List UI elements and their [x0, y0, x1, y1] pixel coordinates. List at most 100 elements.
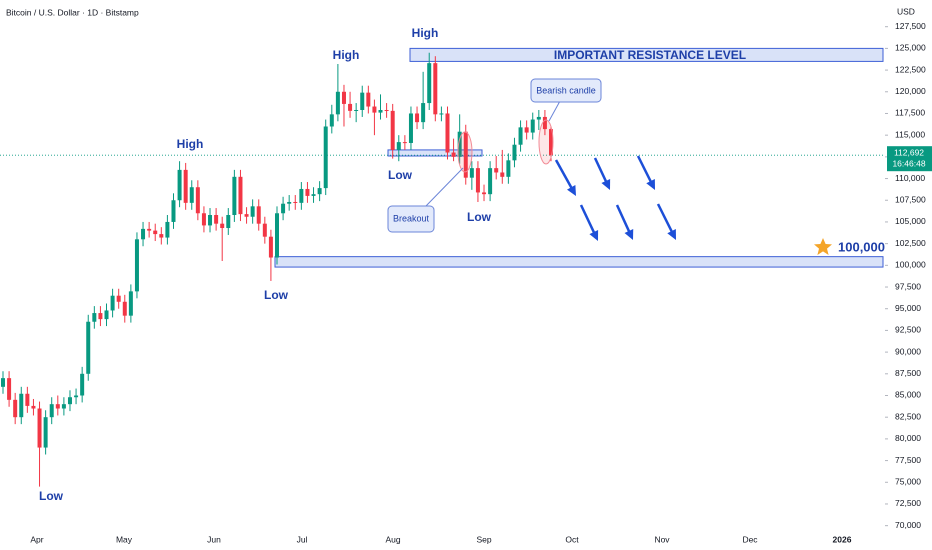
candle-body — [281, 203, 286, 214]
candle-body — [275, 213, 279, 258]
candle-body — [55, 404, 60, 409]
candle-body — [159, 234, 164, 238]
arrow-head — [646, 179, 655, 190]
annotation: Low — [264, 288, 289, 302]
x-tick-label: Nov — [654, 534, 670, 544]
y-tick-label: 100,000 — [895, 260, 926, 270]
candle-body — [208, 215, 213, 226]
candle-body — [396, 142, 401, 150]
candle-body — [171, 200, 176, 222]
annotation: Bearish candle — [536, 85, 596, 95]
x-tick-label: Sep — [476, 534, 491, 544]
star-icon — [814, 238, 832, 255]
x-tick-label: 2026 — [833, 534, 852, 544]
candle-body — [354, 110, 359, 111]
annotation: High — [333, 48, 360, 62]
candle-body — [268, 236, 273, 258]
candle-body — [116, 295, 121, 302]
x-tick-label: Apr — [30, 534, 43, 544]
candle-body — [427, 63, 432, 104]
candle-body — [262, 223, 267, 237]
callout-line — [424, 167, 464, 208]
arrow-head — [624, 229, 634, 240]
candle-body — [128, 291, 133, 316]
candle-body — [433, 63, 438, 115]
candle-body — [421, 103, 426, 123]
y-tick-label: 82,500 — [895, 411, 921, 421]
y-tick-label: 77,500 — [895, 455, 921, 465]
y-tick-label: 115,000 — [895, 129, 925, 139]
y-tick-label: 105,000 — [895, 216, 926, 226]
candle-body — [360, 92, 365, 110]
y-tick-label: 95,000 — [895, 303, 921, 313]
candle-body — [122, 301, 127, 316]
annotation: High — [177, 137, 204, 151]
arrow-shaft — [636, 155, 654, 186]
y-axis-label: USD — [897, 6, 915, 16]
annotation: Breakout — [393, 213, 430, 223]
candle-body — [366, 92, 371, 107]
arrow-head — [567, 185, 576, 196]
arrow-shaft — [579, 204, 597, 237]
candle-body — [402, 142, 407, 144]
candle-body — [287, 201, 292, 204]
candle-body — [463, 131, 468, 178]
candle-body — [469, 168, 474, 178]
x-tick-label: Jul — [297, 534, 308, 544]
y-tick-label: 125,000 — [895, 43, 926, 53]
candle-body — [195, 187, 200, 214]
annotation: Low — [467, 210, 492, 224]
candle-body — [232, 176, 237, 215]
chart-title: Bitcoin / U.S. Dollar · 1D · Bitstamp — [6, 7, 139, 17]
candle-body — [37, 408, 42, 448]
candle-body — [13, 399, 18, 418]
y-tick-label: 102,500 — [895, 238, 926, 248]
candle-body — [110, 295, 115, 311]
callout-box — [530, 78, 602, 103]
candle-body — [311, 194, 316, 196]
candle-body — [500, 172, 505, 177]
y-tick-label: 127,500 — [895, 21, 926, 31]
callout-line — [548, 100, 561, 122]
candle-body — [61, 404, 66, 409]
highlight — [538, 119, 554, 165]
candle-body — [80, 373, 85, 396]
candle-body — [256, 206, 261, 224]
y-tick-label: 70,000 — [895, 520, 921, 530]
x-tick-label: Dec — [742, 534, 758, 544]
candle-body — [177, 169, 182, 201]
zone — [409, 47, 884, 62]
candle-body — [1, 378, 5, 387]
arrow-head — [667, 229, 676, 240]
candle-body — [408, 113, 413, 143]
candle-body — [214, 215, 219, 224]
candle-body — [49, 404, 54, 418]
candle-body — [323, 126, 328, 189]
candle-body — [494, 168, 499, 173]
annotation: Low — [39, 489, 64, 503]
candle-body — [7, 378, 12, 400]
y-tick-label: 92,500 — [895, 325, 921, 335]
annotation: High — [412, 26, 439, 40]
candle-body — [153, 230, 158, 235]
x-tick-label: Oct — [565, 534, 579, 544]
y-tick-label: 72,500 — [895, 498, 921, 508]
candle-body — [31, 405, 36, 409]
y-tick-label: 80,000 — [895, 433, 921, 443]
arrow-shaft — [593, 157, 609, 186]
candle-body — [457, 131, 462, 157]
candle-body — [244, 214, 249, 217]
candle-body — [67, 397, 72, 405]
candle-body — [439, 113, 444, 115]
candle-body — [451, 152, 456, 157]
candle-body — [536, 116, 541, 120]
candle-body — [415, 113, 420, 123]
candle-body — [445, 113, 450, 153]
candle-body — [134, 239, 139, 292]
candle-body — [488, 168, 493, 195]
candle-body — [226, 215, 231, 229]
zone — [387, 149, 483, 157]
candle-body — [165, 221, 170, 238]
